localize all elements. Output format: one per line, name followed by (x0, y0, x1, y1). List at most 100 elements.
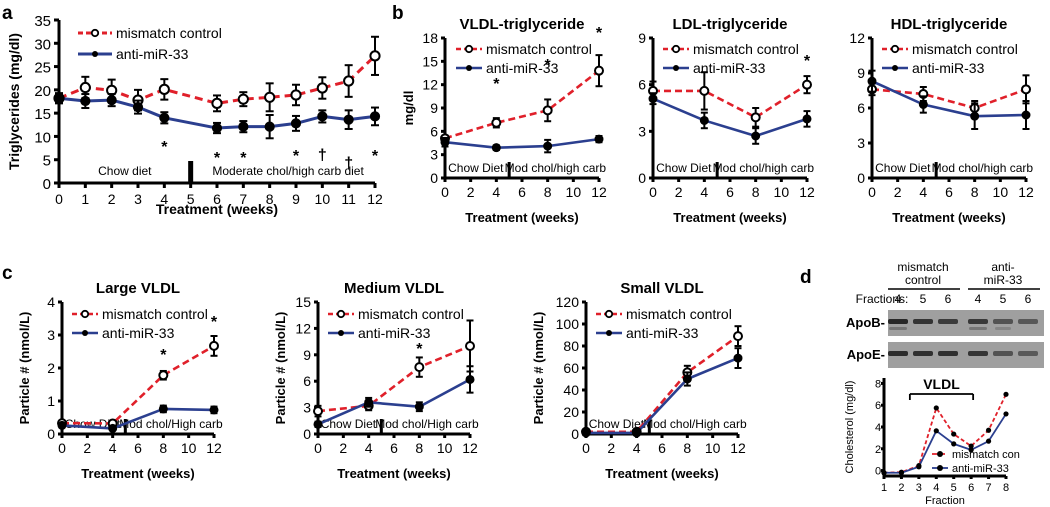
x-tick-label: 12 (206, 440, 222, 456)
legend-entry-1: anti-miR-33 (596, 325, 699, 341)
y-tick-label: 18 (422, 30, 438, 46)
diet-label-0: Chow Diet (448, 161, 504, 175)
panel-c-medium-vldl-svg: Medium VLDL 0 3 6 9 12 15 0 2 4 6 8 10 12 Treatment (w… (273, 280, 479, 481)
gel-band-faint (969, 327, 987, 330)
x-tick-label: 12 (367, 191, 383, 207)
panel-letter-d: d (800, 267, 812, 288)
data-point (881, 470, 887, 476)
x-axis-label: Treatment (weeks) (81, 466, 194, 481)
x-tick-label: 2 (607, 440, 615, 456)
y-tick-label: 6 (875, 400, 881, 412)
data-point-filled (751, 131, 761, 141)
legend-label: anti-miR-33 (116, 46, 189, 62)
gel-band (913, 351, 933, 356)
legend-entry-1: anti-miR-33 (663, 60, 766, 76)
y-tick-label: 0 (43, 176, 51, 193)
diet-divider (123, 419, 127, 434)
data-point (968, 443, 974, 449)
significance-marker: * (293, 148, 300, 165)
data-point (933, 428, 939, 434)
series-line-1 (871, 79, 1027, 118)
panel-d-gel-blot: mismatch control anti-miR-33 Fractions: 4 5 6 4… (800, 258, 1050, 370)
diet-label-1: Mod chol/High carb (375, 417, 479, 431)
data-point-open (343, 75, 355, 87)
legend-entry-0: mismatch con (932, 449, 1020, 461)
significance-marker: * (372, 148, 379, 165)
x-tick-label: 0 (55, 191, 63, 207)
legend-label: mismatch control (912, 41, 1018, 57)
panel-letter-a: a (2, 3, 13, 24)
data-point-filled (290, 118, 302, 129)
legend-entry-0: mismatch control (663, 41, 799, 57)
x-tick-label: 2 (108, 191, 116, 207)
legend-label: mismatch control (486, 41, 592, 57)
x-tick-label: 6 (968, 482, 974, 494)
x-tick-label: 4 (492, 184, 500, 200)
gel-group-anti-line1: anti- (991, 260, 1014, 274)
x-tick-label: 0 (868, 184, 876, 200)
chart-title: Large VLDL (96, 280, 180, 297)
x-tick-label: 0 (441, 184, 449, 200)
data-point-filled (414, 402, 424, 412)
legend-entry-0: mismatch control (78, 25, 222, 41)
legend-label: mismatch control (358, 306, 464, 322)
y-tick-label: 3 (638, 123, 646, 139)
series-line-0 (317, 344, 471, 413)
data-point-filled (53, 93, 65, 104)
x-tick-label: 12 (799, 184, 815, 200)
diet-label-0: Chow Diet (875, 161, 931, 175)
y-tick-label: 6 (638, 77, 646, 93)
panel-b-ldl-svg: LDL-triglyceride 0 3 6 9 0 2 4 6 8 10 12 Treatment (… (638, 16, 815, 225)
x-tick-label: 0 (649, 184, 657, 200)
x-tick-label: 8 (1003, 482, 1009, 494)
legend-label: anti-miR-33 (486, 60, 559, 76)
y-axis-label: Cholesterol (mg/dl) (844, 381, 856, 474)
legend-label: anti-miR-33 (912, 60, 985, 76)
series-line-1 (652, 97, 808, 138)
data-point-open (491, 117, 502, 128)
chart-title: VLDL-triglyceride (459, 16, 584, 33)
diet-label-1: Moderate chol/high carb diet (212, 164, 364, 178)
x-tick-label: 4 (109, 440, 117, 456)
significance-marker: * (804, 53, 811, 70)
x-tick-label: 3 (916, 482, 922, 494)
y-tick-label: 6 (857, 100, 865, 116)
data-point-filled (1021, 110, 1031, 120)
x-tick-label: 10 (774, 184, 790, 200)
y-tick-label: 15 (34, 106, 51, 123)
gel-lane-number: 6 (1025, 292, 1032, 306)
y-tick-label: 0 (638, 170, 646, 186)
x-tick-label: 6 (726, 184, 734, 200)
y-tick-label: 100 (556, 316, 580, 332)
data-point-open (1021, 84, 1031, 95)
diet-label-1: Mod chol/high carb (713, 161, 815, 175)
gel-band (888, 351, 908, 356)
x-tick-label: 8 (544, 184, 552, 200)
data-point-open (369, 50, 381, 62)
y-tick-label: 12 (422, 77, 438, 93)
gel-band (968, 351, 988, 356)
gel-group-mismatch-line1: mismatch (897, 260, 948, 274)
panel-c-small-vldl-svg: Small VLDL 0 20 40 60 80 100 120 0 2 4 6 8 10 12 Treatm… (531, 280, 747, 481)
x-tick-label: 6 (390, 440, 398, 456)
legend-entry-1: anti-miR-33 (932, 463, 1009, 475)
diet-divider (647, 419, 651, 434)
y-tick-label: 0 (303, 426, 311, 442)
x-tick-label: 12 (1018, 184, 1034, 200)
y-tick-label: 1 (47, 393, 55, 409)
data-point-filled (369, 111, 381, 122)
significance-marker: * (211, 314, 218, 331)
x-tick-label: 4 (633, 440, 641, 456)
y-tick-label: 3 (303, 400, 311, 416)
x-tick-label: 0 (58, 440, 66, 456)
vldl-annotation-label: VLDL (923, 376, 960, 392)
x-tick-label: 1 (881, 482, 887, 494)
series-line-0 (653, 83, 808, 119)
x-tick-label: 2 (339, 440, 347, 456)
legend-entry-1: anti-miR-33 (78, 46, 189, 62)
gel-band-faint (889, 327, 907, 330)
y-tick-label: 20 (563, 404, 579, 420)
